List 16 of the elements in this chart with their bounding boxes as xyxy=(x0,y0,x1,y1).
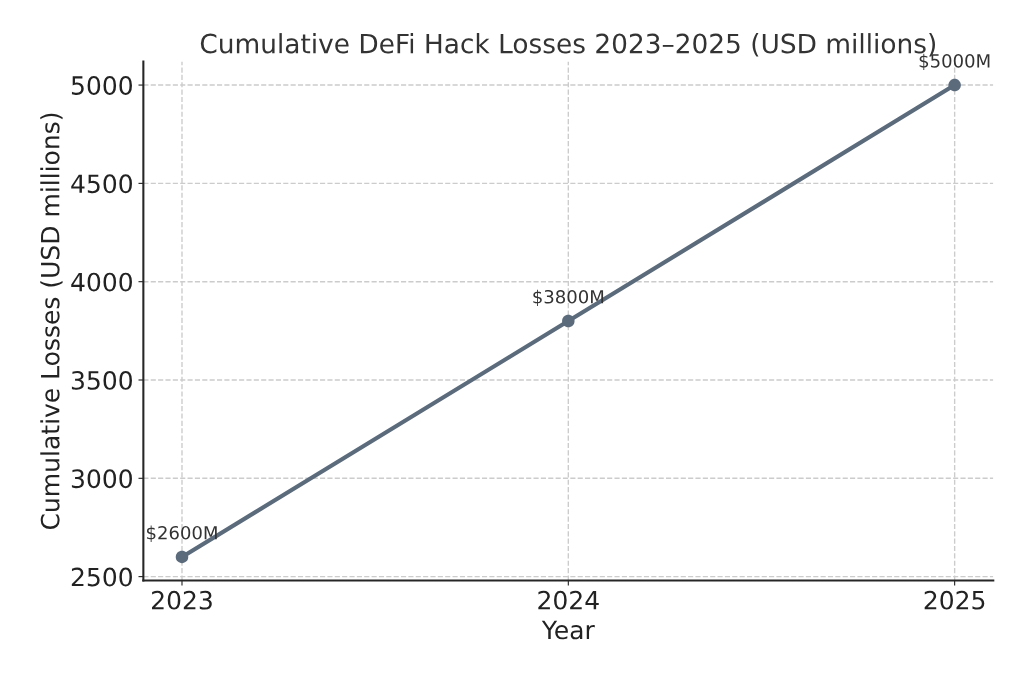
point xyxy=(562,314,575,328)
y-tick-label: 4500 xyxy=(71,174,132,194)
y-tick-label: 5000 xyxy=(71,76,132,95)
point xyxy=(948,78,961,92)
y-tick-label: 3500 xyxy=(71,370,132,390)
point xyxy=(175,550,189,564)
y-tick-label: 4000 xyxy=(71,272,132,292)
data-label: $3800M xyxy=(533,289,604,307)
y-tick-label: 2500 xyxy=(71,567,132,587)
x-tick-label: 2023 xyxy=(152,590,212,610)
x-axis-title: Year xyxy=(541,620,595,640)
data-label: $2600M xyxy=(146,525,217,542)
y-axis-title: Cumulative Losses (USD millions) xyxy=(40,113,63,530)
x-tick-label: 2025 xyxy=(924,590,985,610)
x-tick-label: 2024 xyxy=(538,590,599,610)
y-tick-label: 3000 xyxy=(71,469,132,489)
